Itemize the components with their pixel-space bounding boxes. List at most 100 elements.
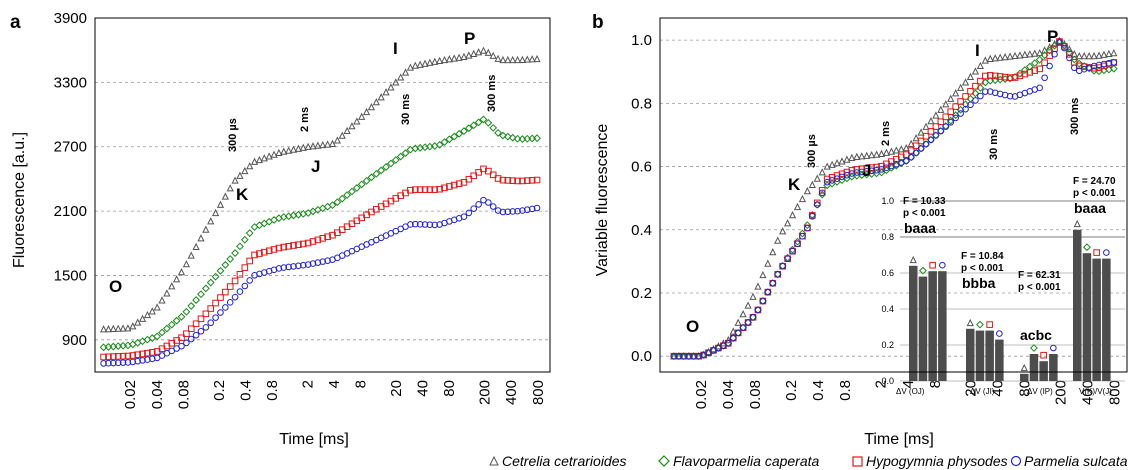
square-data-point bbox=[314, 236, 322, 244]
triangle-data-point bbox=[838, 157, 846, 165]
inset-bar bbox=[1082, 253, 1092, 381]
circle-data-point bbox=[1061, 44, 1068, 52]
triangle-data-point bbox=[406, 63, 415, 71]
diamond-data-point bbox=[474, 118, 483, 127]
panel-b-ytick: 0.4 bbox=[631, 222, 652, 239]
circle-data-point bbox=[124, 359, 132, 366]
diamond-data-point bbox=[158, 328, 166, 337]
diamond-data-point bbox=[182, 307, 191, 316]
square-data-point bbox=[957, 98, 964, 105]
square-data-point bbox=[256, 250, 263, 257]
panel-a-xtick: 0.02 bbox=[122, 380, 139, 409]
square-data-point bbox=[441, 184, 448, 192]
square-data-point bbox=[902, 151, 910, 158]
circle-data-point bbox=[426, 221, 434, 229]
square-data-point bbox=[863, 164, 870, 172]
diamond-data-point bbox=[216, 266, 225, 275]
diamond-data-point bbox=[206, 278, 215, 287]
triangle-data-point bbox=[450, 54, 458, 62]
square-data-point bbox=[426, 186, 434, 193]
triangle-data-point bbox=[818, 168, 826, 176]
inset-ytick: 1.0 bbox=[881, 196, 894, 206]
triangle-data-point bbox=[976, 61, 984, 70]
diamond-data-point bbox=[499, 131, 507, 140]
triangle-data-point bbox=[1006, 52, 1014, 60]
circle-data-point bbox=[952, 114, 959, 122]
triangle-data-point bbox=[1055, 36, 1064, 45]
triangle-data-point bbox=[1021, 50, 1029, 58]
inset-p-value: p < 0.001 bbox=[1073, 188, 1116, 199]
triangle-data-point bbox=[848, 153, 856, 162]
triangle-data-point bbox=[1001, 52, 1009, 61]
diamond-data-point bbox=[513, 134, 522, 143]
panel-b-xtick: 0.4 bbox=[810, 380, 827, 401]
triangle-data-point bbox=[1105, 49, 1113, 58]
square-data-point bbox=[148, 349, 156, 356]
square-data-point bbox=[485, 167, 492, 175]
inset-bar-chart: 0.0 0.2 0.4 0.6 0.8 1.0 ΔV (OJ) ΔV (JI) … bbox=[881, 176, 1125, 396]
circle-data-point bbox=[295, 262, 302, 270]
panel-a-ytick: 3900 bbox=[54, 10, 87, 27]
square-data-point bbox=[192, 320, 200, 328]
inset-bar bbox=[1092, 258, 1101, 381]
triangle-data-point bbox=[397, 73, 405, 81]
panel-a-xtick: 80 bbox=[441, 380, 458, 397]
circle-data-point bbox=[504, 208, 512, 216]
circle-data-point bbox=[407, 221, 414, 228]
circle-data-point bbox=[1095, 61, 1103, 69]
diamond-data-point bbox=[338, 194, 347, 203]
square-data-point bbox=[241, 264, 249, 271]
circle-data-point bbox=[119, 359, 127, 366]
legend-item: Flavoparmelia caperata bbox=[658, 453, 820, 469]
circle-data-point bbox=[996, 330, 1003, 337]
square-data-point bbox=[236, 270, 244, 278]
triangle-data-point bbox=[221, 192, 229, 200]
panel-a-ytick: 1500 bbox=[54, 267, 87, 284]
circle-data-point bbox=[465, 209, 473, 217]
inset-bar bbox=[918, 276, 928, 381]
panel-b-xtick: 4 bbox=[900, 380, 917, 388]
square-data-point bbox=[533, 176, 541, 184]
square-data-point bbox=[183, 330, 190, 338]
circle-data-point bbox=[764, 288, 772, 296]
triangle-data-point bbox=[499, 55, 507, 64]
panel-b-xtick: 0.08 bbox=[747, 380, 764, 409]
square-data-point bbox=[912, 142, 920, 150]
triangle-data-point bbox=[912, 134, 920, 142]
circle-data-point bbox=[907, 153, 915, 161]
diamond-data-point bbox=[445, 135, 454, 144]
circle-data-point bbox=[192, 331, 200, 339]
diamond-data-point bbox=[211, 272, 220, 281]
square-data-point bbox=[868, 164, 875, 171]
square-data-point bbox=[489, 171, 497, 179]
triangle-data-point bbox=[333, 136, 341, 144]
diamond-data-point bbox=[1030, 344, 1038, 352]
diamond-data-point bbox=[377, 166, 386, 175]
triangle-data-point bbox=[764, 259, 772, 267]
triangle-data-point bbox=[289, 145, 298, 153]
inset-ytick: 0.6 bbox=[881, 268, 894, 278]
triangle-data-point bbox=[343, 126, 351, 135]
diamond-data-point bbox=[197, 290, 205, 299]
square-data-point bbox=[280, 243, 288, 251]
triangle-data-point bbox=[177, 268, 186, 276]
triangle-data-point bbox=[168, 282, 176, 290]
diamond-data-point bbox=[226, 255, 235, 263]
triangle-data-point bbox=[981, 56, 989, 64]
square-data-point bbox=[222, 288, 229, 296]
triangle-data-point bbox=[211, 208, 220, 217]
circle-data-point bbox=[187, 335, 195, 343]
square-data-point bbox=[178, 334, 185, 342]
circle-data-point bbox=[1036, 84, 1043, 92]
square-data-point bbox=[972, 82, 979, 90]
square-data-point bbox=[922, 132, 930, 140]
circle-data-point bbox=[779, 262, 786, 270]
diamond-marker-icon bbox=[658, 455, 670, 467]
triangle-data-point bbox=[216, 200, 225, 208]
panel-b-xtick: 8 bbox=[927, 380, 944, 388]
circle-data-point bbox=[939, 261, 946, 269]
triangle-data-point bbox=[455, 53, 463, 61]
circle-data-point bbox=[528, 205, 536, 213]
diamond-data-point bbox=[391, 156, 400, 164]
triangle-data-point bbox=[426, 58, 434, 66]
